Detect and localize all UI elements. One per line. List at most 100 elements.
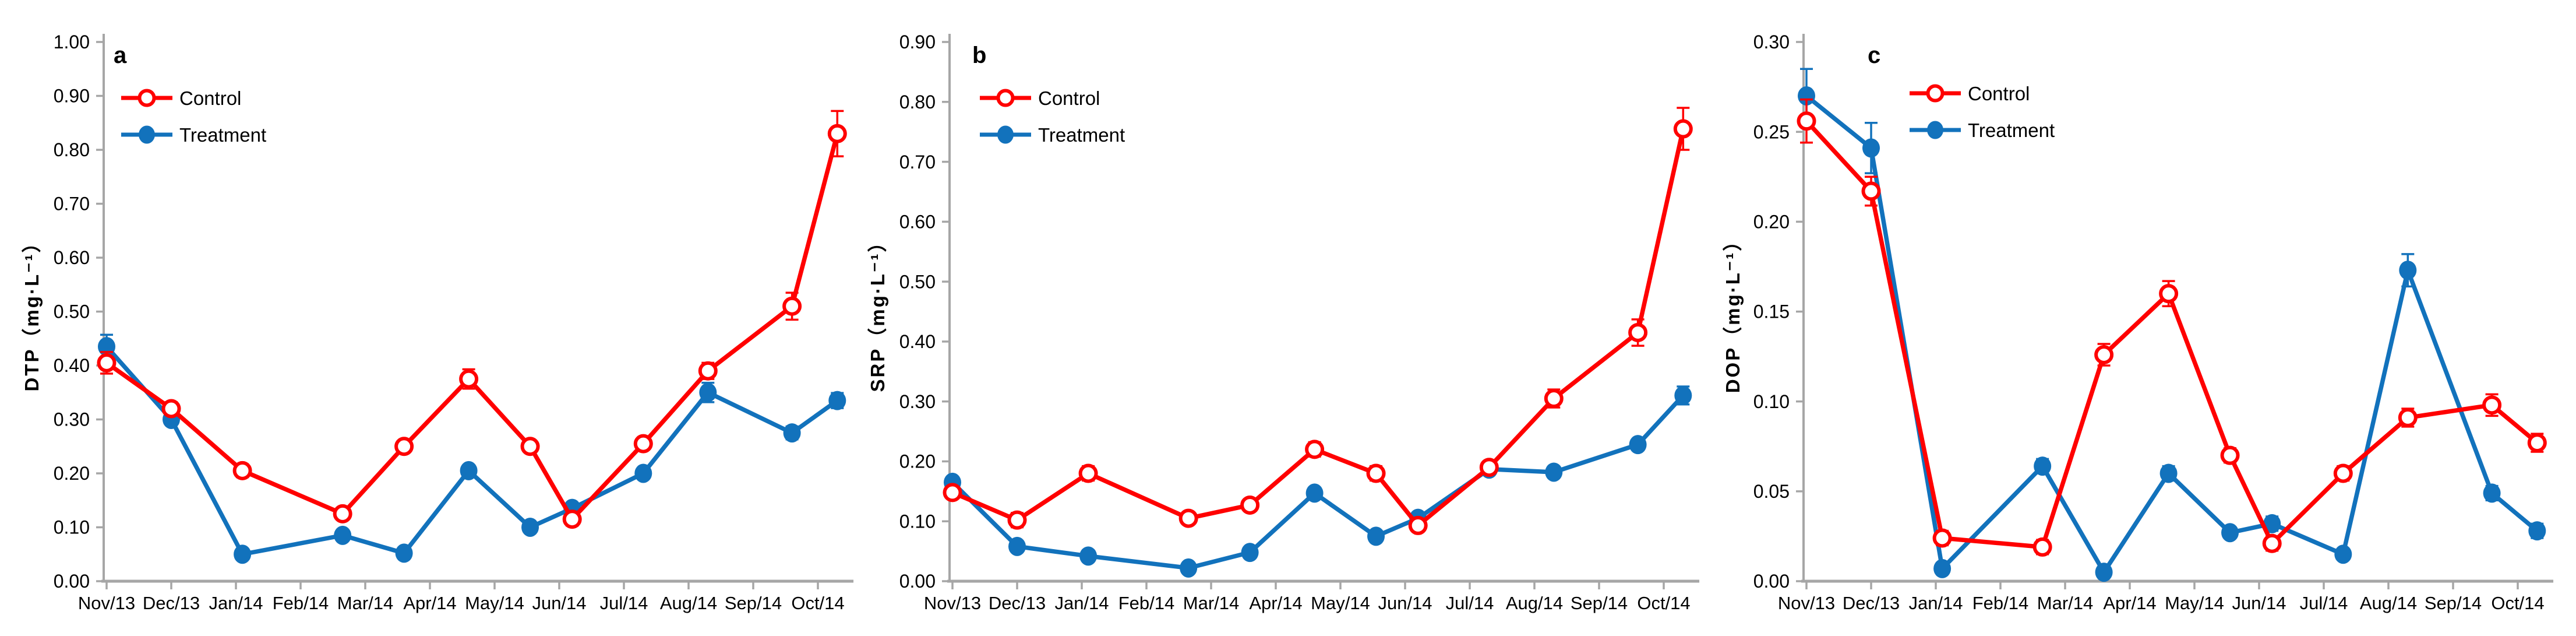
- control-data-point-marker: [459, 369, 479, 389]
- y-tick-label: 0.15: [1753, 301, 1790, 322]
- x-tick-label: Oct/14: [791, 593, 844, 613]
- x-tick-label: Sep/14: [2425, 593, 2482, 613]
- y-tick-label: 0.50: [54, 301, 90, 322]
- control-data-point-marker: [2262, 533, 2282, 553]
- treatment-series: [1798, 68, 2546, 582]
- x-tick-label: May/14: [465, 593, 524, 613]
- chart-panel-b: 0.00 0.10 0.20 0.30 0.40 0.50 0.60 0.70 0.80 0.90…: [859, 0, 1717, 636]
- legend-open-circle-icon: [1926, 84, 1945, 103]
- control-series: [1797, 98, 2547, 557]
- x-tick-label: Aug/14: [2360, 593, 2417, 613]
- legend-label: Control: [1038, 87, 1100, 109]
- y-tick-label: 0.70: [899, 152, 936, 173]
- x-tick-label: Jun/14: [532, 593, 586, 613]
- treatment-data-point-marker: [1933, 558, 1952, 578]
- treatment-data-point-marker: [334, 525, 352, 545]
- x-tick-label: Jun/14: [1378, 593, 1432, 613]
- x-tick-label: Jul/14: [2300, 593, 2348, 613]
- x-tick-label: Dec/13: [989, 593, 1046, 613]
- control-data-point-marker: [633, 434, 653, 454]
- y-tick-label: 0.00: [899, 571, 936, 592]
- y-tick-label: 0.30: [899, 391, 936, 412]
- x-tick-label: Sep/14: [725, 593, 782, 613]
- control-data-point-marker: [1544, 389, 1564, 409]
- control-data-point-marker: [2094, 345, 2114, 364]
- y-tick-label: 0.20: [899, 451, 936, 472]
- x-tick-label: Apr/14: [2103, 593, 2156, 613]
- chart-panel-a: 0.00 0.10 0.20 0.30 0.40 0.50 0.60 0.70 0.80 0.90…: [0, 0, 859, 636]
- x-tick-label: Nov/13: [78, 593, 135, 613]
- treatment-series: [944, 385, 1692, 578]
- control-series: [943, 107, 1693, 535]
- panel-letter: a: [114, 43, 127, 68]
- x-tick-label: Jan/14: [1054, 593, 1109, 613]
- legend-label: Treatment: [1038, 124, 1125, 146]
- y-axis-title: SRP（mg·L⁻¹）: [867, 231, 888, 392]
- panel-letter: b: [972, 43, 986, 68]
- treatment-series-line: [104, 344, 840, 557]
- y-tick-label: 0.30: [1753, 31, 1790, 52]
- legend-item-control: Control: [121, 87, 241, 109]
- x-tick-label: Jan/14: [209, 593, 263, 613]
- treatment-data-point-marker: [2095, 563, 2113, 582]
- treatment-data-point-marker: [2263, 514, 2281, 533]
- control-data-point-marker: [943, 483, 962, 503]
- control-data-point-marker: [2159, 284, 2179, 304]
- x-tick-label: Jun/14: [2232, 593, 2286, 613]
- y-tick-label: 0.90: [54, 86, 90, 107]
- control-data-point-marker: [2220, 445, 2240, 465]
- legend-item-treatment: Treatment: [121, 124, 266, 146]
- control-data-point-marker: [2398, 407, 2418, 427]
- treatment-data-point-marker: [634, 463, 652, 483]
- legend-label: Treatment: [1968, 120, 2055, 141]
- control-data-point-marker: [333, 504, 352, 523]
- control-data-point-marker: [1007, 510, 1027, 530]
- treatment-data-point-marker: [1241, 543, 1259, 563]
- x-tick-label: Oct/14: [1637, 593, 1690, 613]
- y-tick-label: 0.30: [54, 409, 90, 430]
- y-tick-label: 0.50: [899, 271, 936, 292]
- treatment-data-point-marker: [783, 423, 801, 443]
- legend-open-circle-icon: [996, 89, 1015, 107]
- x-tick-label: Nov/13: [924, 593, 981, 613]
- x-tick-label: May/14: [2165, 593, 2224, 613]
- treatment-data-point-marker: [2483, 483, 2501, 503]
- treatment-data-point-marker: [395, 543, 413, 563]
- legend-open-circle-icon: [137, 89, 156, 107]
- treatment-data-point-marker: [460, 461, 478, 480]
- treatment-data-point-marker: [2399, 261, 2417, 280]
- x-tick-label: Aug/14: [660, 593, 717, 613]
- y-tick-label: 0.40: [54, 355, 90, 376]
- legend-item-control: Control: [1910, 83, 2030, 104]
- treatment-data-point-marker: [2334, 544, 2352, 564]
- treatment-data-point-marker: [2221, 523, 2239, 543]
- treatment-data-point-marker: [1629, 435, 1647, 455]
- y-tick-label: 0.10: [899, 511, 936, 532]
- y-tick-label: 0.20: [1753, 212, 1790, 233]
- treatment-data-point-marker: [1674, 385, 1692, 405]
- control-data-point-marker: [97, 353, 117, 373]
- treatment-data-point-marker: [1079, 546, 1098, 566]
- control-data-point-marker: [1673, 119, 1693, 139]
- control-data-point-marker: [1628, 322, 1648, 342]
- control-data-point-marker: [161, 399, 181, 419]
- control-data-point-marker: [1178, 508, 1198, 528]
- treatment-data-point-marker: [2034, 456, 2052, 476]
- x-tick-label: Jul/14: [600, 593, 648, 613]
- control-series-line: [950, 127, 1686, 528]
- chart-svg-a: 0.00 0.10 0.20 0.30 0.40 0.50 0.60 0.70 0.80 0.90…: [21, 31, 854, 613]
- control-data-point-marker: [1479, 458, 1499, 477]
- legend-item-treatment: Treatment: [1910, 120, 2055, 141]
- x-tick-label: Feb/14: [1118, 593, 1175, 613]
- control-series-line: [104, 131, 840, 522]
- x-tick-label: Dec/13: [1843, 593, 1900, 613]
- x-tick-label: Aug/14: [1506, 593, 1563, 613]
- x-tick-label: May/14: [1311, 593, 1370, 613]
- control-data-point-marker: [2527, 433, 2547, 453]
- y-tick-label: 0.20: [54, 463, 90, 484]
- control-data-point-marker: [782, 296, 802, 316]
- y-tick-label: 0.10: [54, 517, 90, 538]
- legend-filled-circle-icon: [997, 125, 1014, 144]
- control-data-point-marker: [1932, 528, 1952, 548]
